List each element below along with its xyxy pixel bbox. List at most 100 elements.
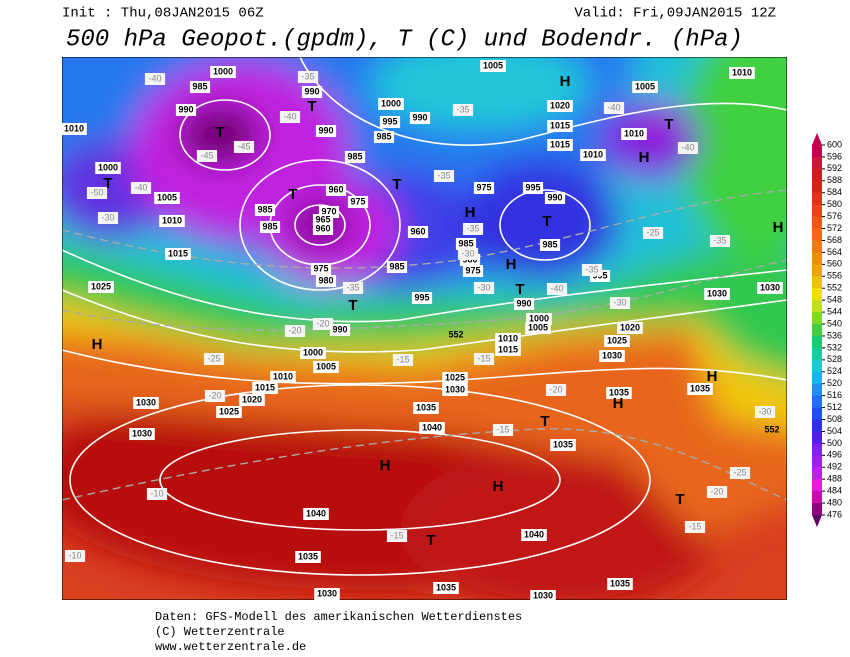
- pressure-label: 1040: [422, 422, 442, 432]
- colorbar-segment: [812, 180, 822, 194]
- colorbar-segment: [812, 395, 822, 409]
- pressure-label-box: [617, 322, 643, 334]
- pressure-label: 975: [350, 196, 365, 206]
- colorbar-label: 556: [827, 271, 842, 281]
- temperature-label-box: [546, 283, 568, 295]
- pressure-label: 1040: [306, 508, 326, 518]
- pressure-label-box: [687, 383, 713, 395]
- pressure-label: 990: [332, 324, 347, 334]
- colorbar-segment: [812, 491, 822, 504]
- pressure-center: T: [392, 176, 401, 193]
- pressure-center: H: [493, 478, 504, 495]
- pressure-label: 1035: [298, 551, 318, 561]
- pressure-label-box: [409, 112, 431, 124]
- colorbar-segment: [812, 156, 822, 170]
- pressure-label-box: [313, 361, 339, 373]
- pressure-label: 1030: [317, 588, 337, 598]
- temperature-label: -25: [733, 467, 746, 477]
- pressure-label-box: [344, 151, 366, 163]
- temperature-label: -15: [688, 521, 701, 531]
- pressure-label: 1010: [64, 123, 84, 133]
- temperature-label: -20: [208, 390, 221, 400]
- pressure-label: 1005: [157, 192, 177, 202]
- pressure-label-box: [373, 131, 395, 143]
- colorbar-label: 516: [827, 390, 842, 400]
- footer-source: Daten: GFS-Modell des amerikanischen Wet…: [155, 610, 522, 624]
- pressure-center: T: [307, 98, 316, 115]
- temperature-label-box: [603, 102, 625, 114]
- pressure-label: 1035: [436, 582, 456, 592]
- colorbar-segment: [812, 407, 822, 421]
- colorbar-segment: [812, 216, 822, 230]
- pressure-label-box: [325, 184, 347, 196]
- colorbar-label: 588: [827, 175, 842, 185]
- temperature-label: -15: [390, 530, 403, 540]
- colorbar-segment: [812, 288, 822, 301]
- temperature-label-box: [709, 235, 731, 247]
- colorbar-segment: [812, 503, 822, 516]
- pressure-label-box: [62, 123, 87, 135]
- colorbar-top-cap: [812, 133, 822, 145]
- colorbar-segment: [812, 371, 822, 385]
- temperature-label: -40: [148, 73, 161, 83]
- pressure-label: 995: [525, 182, 540, 192]
- pressure-label: 1000: [381, 98, 401, 108]
- pressure-label: 1025: [607, 335, 627, 345]
- pressure-label: 995: [414, 292, 429, 302]
- colorbar-label: 564: [827, 247, 842, 257]
- pressure-label: 1040: [524, 529, 544, 539]
- colorbar-label: 476: [827, 509, 842, 519]
- pressure-label-box: [252, 382, 278, 394]
- colorbar-segment: [812, 312, 822, 325]
- pressure-label-box: [729, 67, 755, 79]
- temperature-label-box: [433, 170, 455, 182]
- map: 1000985990101010001005101010151025990990…: [62, 57, 787, 600]
- colorbar-segment: [812, 419, 822, 432]
- pressure-label: 1015: [550, 120, 570, 130]
- pressure-label-box: [303, 508, 329, 520]
- temperature-label-box: [684, 521, 706, 533]
- pressure-label-box: [165, 248, 191, 260]
- pressure-label: 1010: [583, 149, 603, 159]
- colorbar-segment: [812, 335, 822, 349]
- pressure-label: 975: [313, 263, 328, 273]
- temperature-label: -30: [101, 212, 114, 222]
- pressure-label: 960: [410, 226, 425, 236]
- height-contour-label: 552: [764, 424, 779, 434]
- pressure-label: 1015: [168, 248, 188, 258]
- temperature-label-box: [312, 318, 334, 330]
- pressure-label: 1020: [242, 394, 262, 404]
- pressure-label: 980: [318, 275, 333, 285]
- pressure-label-box: [757, 282, 783, 294]
- colorbar-label: 532: [827, 342, 842, 352]
- colorbar-segment: [812, 204, 822, 218]
- pressure-label: 1025: [445, 372, 465, 382]
- temperature-label-box: [284, 325, 306, 337]
- pressure-label: 1030: [760, 282, 780, 292]
- colorbar-label: 548: [827, 295, 842, 305]
- pressure-label-box: [413, 402, 439, 414]
- pressure-center: H: [560, 73, 571, 90]
- colorbar-segment: [812, 347, 822, 361]
- pressure-label-box: [419, 422, 445, 434]
- pressure-label: 1035: [609, 387, 629, 397]
- colorbar-label: 528: [827, 354, 842, 364]
- pressure-center: H: [639, 149, 650, 166]
- colorbar-label: 540: [827, 318, 842, 328]
- colorbar-label: 496: [827, 450, 842, 460]
- colorbar-label: 488: [827, 474, 842, 484]
- pressure-label-box: [378, 98, 404, 110]
- pressure-center: T: [288, 186, 297, 203]
- pressure-label: 990: [304, 86, 319, 96]
- pressure-label-box: [129, 428, 155, 440]
- colorbar-segment: [812, 276, 822, 289]
- pressure-label-box: [270, 371, 296, 383]
- pressure-label: 975: [465, 265, 480, 275]
- temperature-label-box: [609, 297, 631, 309]
- pressure-center: T: [103, 175, 112, 192]
- temperature-label: -35: [585, 264, 598, 274]
- pressure-label: 1015: [550, 139, 570, 149]
- colorbar-segment: [812, 359, 822, 373]
- temperature-label-box: [462, 223, 484, 235]
